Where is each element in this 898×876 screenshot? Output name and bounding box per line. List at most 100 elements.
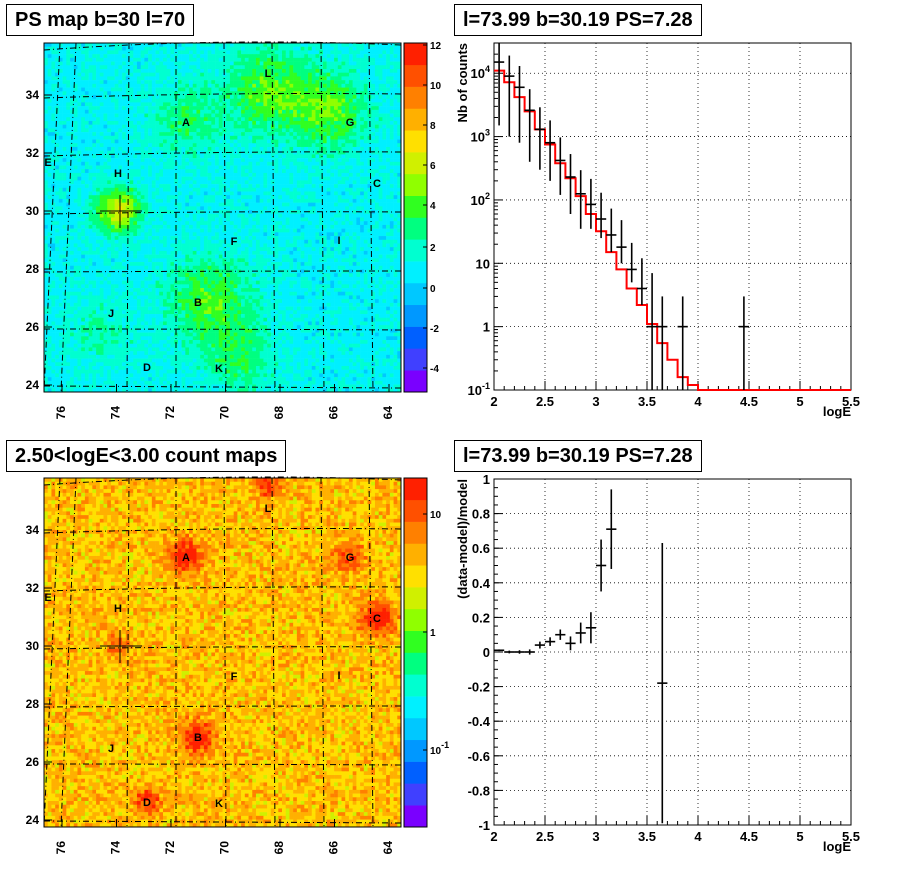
heatmap-cell (378, 83, 383, 88)
heatmap-cell (337, 195, 342, 200)
heatmap-cell (88, 191, 93, 196)
heatmap-cell (170, 143, 175, 148)
heatmap-cell (170, 106, 175, 111)
heatmap-cell (326, 191, 331, 196)
heatmap-cell (103, 43, 108, 48)
heatmap-cell (110, 217, 115, 222)
heatmap-cell (296, 210, 301, 215)
heatmap-cell (304, 232, 309, 237)
heatmap-cell (144, 106, 149, 111)
heatmap-cell (334, 139, 339, 144)
heatmap-cell (274, 191, 279, 196)
heatmap-cell (62, 172, 67, 177)
heatmap-cell (363, 117, 368, 122)
heatmap-cell (348, 228, 353, 233)
heatmap-cell (81, 202, 86, 207)
heatmap-cell (70, 139, 75, 144)
heatmap-cell (174, 165, 179, 170)
heatmap-cell (96, 180, 101, 185)
heatmap-cell (129, 217, 134, 222)
heatmap-cell (192, 169, 197, 174)
heatmap-cell (345, 43, 350, 48)
heatmap-cell (241, 113, 246, 118)
heatmap-cell (170, 158, 175, 163)
heatmap-cell (334, 106, 339, 111)
heatmap-cell (378, 169, 383, 174)
heatmap-cell (233, 217, 238, 222)
heatmap-cell (345, 184, 350, 189)
heatmap-cell (218, 117, 223, 122)
heatmap-cell (55, 224, 60, 229)
heatmap-cell (244, 106, 249, 111)
heatmap-cell (77, 143, 82, 148)
heatmap-cell (289, 224, 294, 229)
heatmap-cell (363, 176, 368, 181)
heatmap-cell (181, 228, 186, 233)
heatmap-cell (241, 57, 246, 62)
heatmap-cell (144, 132, 149, 137)
heatmap-cell (248, 91, 253, 96)
heatmap-cell (140, 195, 145, 200)
heatmap-cell (382, 94, 387, 99)
heatmap-cell (252, 132, 257, 137)
heatmap-cell (289, 154, 294, 159)
heatmap-cell (88, 143, 93, 148)
heatmap-cell (293, 43, 298, 48)
heatmap-cell (289, 106, 294, 111)
heatmap-cell (315, 146, 320, 151)
heatmap-cell (177, 139, 182, 144)
heatmap-cell (84, 150, 89, 155)
heatmap-cell (96, 169, 101, 174)
heatmap-cell (70, 76, 75, 81)
heatmap-cell (330, 202, 335, 207)
heatmap-cell (155, 146, 160, 151)
heatmap-cell (155, 176, 160, 181)
heatmap-cell (84, 161, 89, 166)
heatmap-cell (237, 46, 242, 51)
heatmap-cell (289, 213, 294, 218)
heatmap-cell (103, 191, 108, 196)
heatmap-cell (274, 83, 279, 88)
heatmap-cell (322, 146, 327, 151)
heatmap-cell (110, 139, 115, 144)
heatmap-cell (166, 224, 171, 229)
heatmap-cell (81, 135, 86, 140)
heatmap-cell (304, 94, 309, 99)
heatmap-cell (189, 202, 194, 207)
heatmap-cell (374, 98, 379, 103)
heatmap-cell (92, 232, 97, 237)
heatmap-cell (192, 146, 197, 151)
heatmap-cell (73, 80, 78, 85)
heatmap-cell (296, 106, 301, 111)
heatmap-cell (244, 198, 249, 203)
heatmap-cell (259, 68, 264, 73)
heatmap-cell (110, 109, 115, 114)
heatmap-cell (393, 195, 398, 200)
heatmap-cell (151, 113, 156, 118)
heatmap-cell (81, 217, 86, 222)
heatmap-cell (334, 158, 339, 163)
heatmap-cell (133, 106, 138, 111)
heatmap-cell (274, 72, 279, 77)
heatmap-cell (218, 143, 223, 148)
heatmap-cell (374, 195, 379, 200)
heatmap-cell (58, 165, 63, 170)
heatmap-cell (218, 46, 223, 51)
heatmap-cell (81, 180, 86, 185)
heatmap-cell (319, 184, 324, 189)
heatmap-cell (47, 213, 52, 218)
heatmap-cell (118, 113, 123, 118)
heatmap-cell (319, 139, 324, 144)
heatmap-cell (267, 65, 272, 70)
heatmap-cell (363, 46, 368, 51)
heatmap-cell (348, 206, 353, 211)
heatmap-cell (319, 169, 324, 174)
heatmap-cell (51, 80, 56, 85)
heatmap-cell (322, 184, 327, 189)
heatmap-cell (352, 150, 357, 155)
heatmap-cell (55, 83, 60, 88)
heatmap-cell (55, 61, 60, 66)
heatmap-cell (330, 68, 335, 73)
heatmap-cell (92, 61, 97, 66)
heatmap-cell (166, 102, 171, 107)
